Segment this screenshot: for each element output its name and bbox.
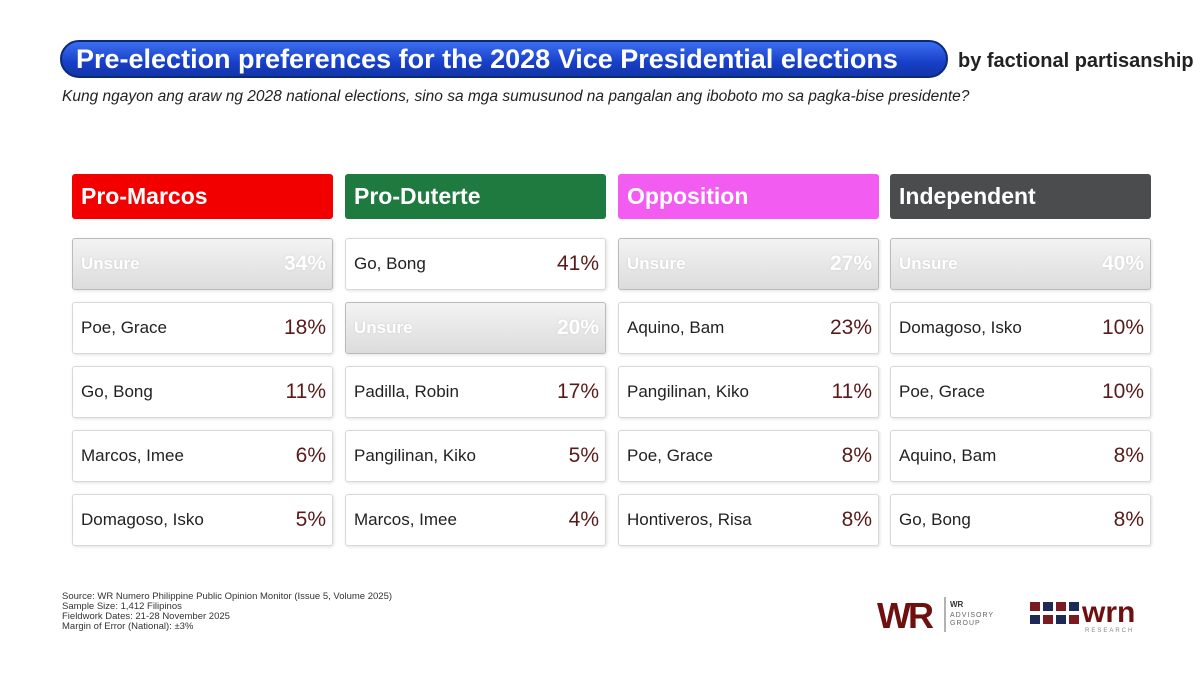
- sample-size-line: Sample Size: 1,412 Filipinos: [62, 601, 182, 612]
- candidate-row: Hontiveros, Risa 8%: [618, 494, 879, 546]
- column-opposition: Opposition Unsure 27% Aquino, Bam 23% Pangili…: [618, 174, 879, 546]
- source-line: Source: WR Numero Philippine Public Opin…: [62, 591, 393, 602]
- candidate-name: Go, Bong: [354, 254, 426, 273]
- candidate-name: Pangilinan, Kiko: [627, 382, 749, 401]
- candidate-row: Poe, Grace 10%: [890, 366, 1151, 418]
- candidate-row: Go, Bong 11%: [72, 366, 333, 418]
- candidate-row: Pangilinan, Kiko 11%: [618, 366, 879, 418]
- candidate-name: Pangilinan, Kiko: [354, 446, 476, 465]
- candidate-name: Go, Bong: [899, 510, 971, 529]
- candidate-percent: 40%: [1101, 252, 1144, 275]
- logos: WR WR ADVISORY GROUP wrn RESEARCH: [875, 592, 1175, 636]
- candidate-percent: 11%: [285, 380, 326, 403]
- candidate-name: Unsure: [627, 254, 686, 273]
- source-notes: Source: WR Numero Philippine Public Opin…: [62, 592, 392, 632]
- column-header: Opposition: [618, 174, 879, 219]
- svg-text:WR: WR: [877, 595, 934, 634]
- candidate-row: Poe, Grace 8%: [618, 430, 879, 482]
- candidate-name: Padilla, Robin: [354, 382, 459, 401]
- candidate-name: Aquino, Bam: [899, 446, 997, 465]
- candidate-name: Go, Bong: [81, 382, 153, 401]
- title-suffix: by factional partisanship: [958, 50, 1194, 72]
- candidate-row: Domagoso, Isko 10%: [890, 302, 1151, 354]
- wrn-squares-icon: [1030, 602, 1079, 624]
- svg-text:WR: WR: [950, 600, 964, 609]
- candidate-row: Padilla, Robin 17%: [345, 366, 606, 418]
- candidate-row: Unsure 20%: [345, 302, 606, 354]
- candidate-percent: 18%: [283, 316, 326, 339]
- candidate-name: Domagoso, Isko: [81, 510, 204, 529]
- subtitle: Kung ngayon ang araw ng 2028 national el…: [62, 88, 970, 105]
- candidate-row: Unsure 34%: [72, 238, 333, 290]
- candidate-row: Aquino, Bam 8%: [890, 430, 1151, 482]
- candidate-percent: 23%: [829, 316, 872, 339]
- candidate-name: Aquino, Bam: [627, 318, 725, 337]
- candidate-percent: 10%: [1101, 316, 1144, 339]
- candidate-name: Poe, Grace: [81, 318, 167, 337]
- candidate-name: Hontiveros, Risa: [627, 510, 752, 529]
- candidate-percent: 6%: [295, 444, 326, 467]
- fieldwork-line: Fieldwork Dates: 21-28 November 2025: [62, 611, 230, 622]
- column-independent: Independent Unsure 40% Domagoso, Isko 10% Poe…: [890, 174, 1151, 546]
- candidate-percent: 5%: [295, 508, 326, 531]
- candidate-row: Unsure 27%: [618, 238, 879, 290]
- title-banner: Pre-election preferences for the 2028 Vi…: [60, 40, 948, 78]
- candidate-name: Domagoso, Isko: [899, 318, 1022, 337]
- column-header: Independent: [890, 174, 1151, 219]
- candidate-name: Unsure: [354, 318, 413, 337]
- wr-advisory-logo: WR WR ADVISORY GROUP wrn RESEARCH: [877, 595, 1135, 636]
- candidate-name: Marcos, Imee: [81, 446, 184, 465]
- candidate-percent: 11%: [831, 380, 872, 403]
- candidate-name: Unsure: [81, 254, 140, 273]
- candidate-row: Poe, Grace 18%: [72, 302, 333, 354]
- candidate-percent: 27%: [829, 252, 872, 275]
- candidate-name: Marcos, Imee: [354, 510, 457, 529]
- candidate-row: Marcos, Imee 6%: [72, 430, 333, 482]
- candidate-percent: 8%: [1113, 444, 1144, 467]
- column-pro-duterte: Pro-Duterte Go, Bong 41% Unsure 20% Padilla, …: [345, 174, 606, 546]
- candidate-row: Marcos, Imee 4%: [345, 494, 606, 546]
- candidate-row: Aquino, Bam 23%: [618, 302, 879, 354]
- candidate-percent: 41%: [556, 252, 599, 275]
- column-header: Pro-Duterte: [345, 174, 606, 219]
- candidate-percent: 20%: [556, 316, 599, 339]
- margin-of-error-line: Margin of Error (National): ±3%: [62, 621, 194, 632]
- svg-text:wrn: wrn: [1081, 596, 1135, 629]
- column-pro-marcos: Pro-Marcos Unsure 34% Poe, Grace 18% Go, Bong…: [72, 174, 333, 546]
- candidate-name: Poe, Grace: [627, 446, 713, 465]
- candidate-percent: 8%: [841, 444, 872, 467]
- candidate-percent: 34%: [283, 252, 326, 275]
- candidate-percent: 5%: [568, 444, 599, 467]
- candidate-row: Pangilinan, Kiko 5%: [345, 430, 606, 482]
- candidate-row: Go, Bong 41%: [345, 238, 606, 290]
- svg-text:RESEARCH: RESEARCH: [1085, 628, 1134, 634]
- candidate-name: Unsure: [899, 254, 958, 273]
- candidate-percent: 17%: [556, 380, 599, 403]
- column-header: Pro-Marcos: [72, 174, 333, 219]
- candidate-percent: 8%: [841, 508, 872, 531]
- candidate-percent: 8%: [1113, 508, 1144, 531]
- svg-text:ADVISORY: ADVISORY: [950, 612, 994, 619]
- candidate-name: Poe, Grace: [899, 382, 985, 401]
- candidate-row: Domagoso, Isko 5%: [72, 494, 333, 546]
- candidate-row: Unsure 40%: [890, 238, 1151, 290]
- candidate-percent: 10%: [1101, 380, 1144, 403]
- candidate-row: Go, Bong 8%: [890, 494, 1151, 546]
- candidate-percent: 4%: [568, 508, 599, 531]
- svg-text:GROUP: GROUP: [950, 620, 981, 627]
